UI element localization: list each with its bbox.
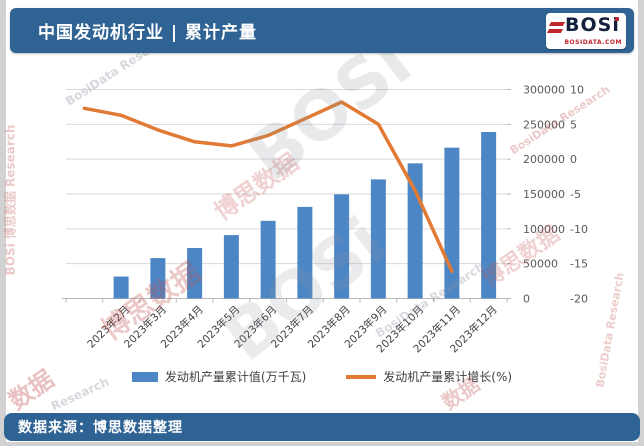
growth-line [82, 100, 454, 274]
percent-axis-label: -10 [570, 223, 588, 236]
logo-stripe-icon [548, 22, 566, 26]
page-title: 中国发动机行业 | 累计产量 [38, 23, 258, 43]
footer-bar: 数据来源：博思数据整理 [4, 413, 640, 441]
logo-text: BOSi [565, 14, 620, 36]
percent-axis-label: -20 [570, 293, 588, 306]
logo-dot-icon [615, 17, 619, 21]
bar [444, 147, 460, 299]
legend-item-bar-series: 发动机产量累计值(万千瓦) [131, 368, 307, 385]
bar [150, 258, 166, 299]
value-axis-label: 300000 [523, 84, 565, 97]
chart-legend: 发动机产量累计值(万千瓦) 发动机产量累计增长(%) [0, 368, 644, 385]
value-axis-label: 0 [523, 293, 530, 306]
window-edge-right [638, 0, 644, 446]
logo-subtext: BOSIDATA.COM [564, 39, 622, 46]
percent-axis-label: 5 [570, 118, 577, 131]
bar [113, 276, 129, 299]
bar [370, 179, 386, 299]
bar [297, 206, 313, 299]
window-edge-left [0, 0, 6, 446]
percent-axis-label: -15 [570, 258, 588, 271]
bar [334, 194, 350, 299]
bar [187, 247, 203, 299]
legend-label: 发动机产量累计值(万千瓦) [164, 370, 307, 384]
legend-item-line-series: 发动机产量累计增长(%) [346, 368, 512, 385]
logo-stripe-icon [546, 29, 564, 33]
value-axis-label: 50000 [523, 258, 558, 271]
percent-axis-label: 0 [570, 153, 577, 166]
bosi-logo: BOSi BOSIDATA.COM [546, 13, 626, 49]
bar [260, 220, 276, 299]
value-axis-label: 200000 [523, 153, 565, 166]
percent-axis-label: 10 [570, 84, 584, 97]
bar-series-swatch-icon [131, 371, 158, 382]
line-series-swatch-icon [346, 374, 377, 379]
value-axis-label: 150000 [523, 188, 565, 201]
legend-label: 发动机产量累计增长(%) [383, 370, 513, 384]
percent-axis-label: -5 [570, 188, 581, 201]
window-edge-bottom [0, 442, 644, 446]
bar [223, 235, 239, 299]
bar [481, 131, 497, 299]
header-bar: 中国发动机行业 | 累计产量 BOSi BOSIDATA.COM [10, 8, 634, 53]
data-source-note: 数据来源：博思数据整理 [18, 420, 183, 436]
value-axis-label: 250000 [523, 118, 565, 131]
value-axis-label: 100000 [523, 223, 565, 236]
